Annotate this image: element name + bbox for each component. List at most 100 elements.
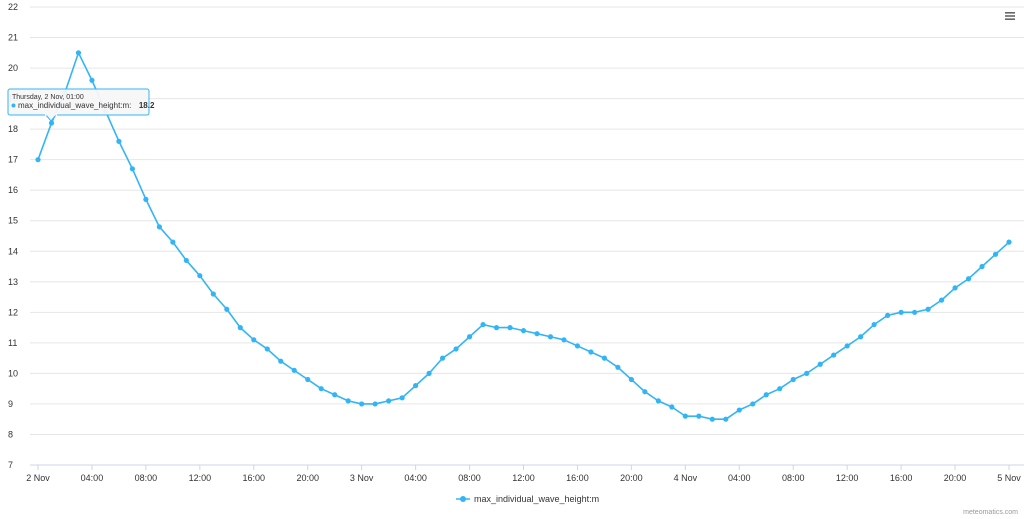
- data-point[interactable]: [386, 398, 392, 404]
- data-point[interactable]: [318, 386, 324, 392]
- y-tick-label: 8: [8, 429, 13, 439]
- data-point[interactable]: [965, 276, 972, 282]
- y-tick-label: 10: [8, 368, 18, 378]
- data-point[interactable]: [642, 389, 648, 395]
- legend-marker-icon: [460, 496, 466, 502]
- y-tick-label: 9: [8, 399, 13, 409]
- data-point[interactable]: [682, 413, 688, 419]
- data-point[interactable]: [992, 251, 999, 257]
- data-point[interactable]: [399, 395, 405, 401]
- x-tick-label: 04:00: [81, 473, 104, 483]
- tooltip: Thursday, 2 Nov, 01:00 max_individual_wa…: [7, 88, 155, 122]
- data-point[interactable]: [574, 343, 581, 349]
- data-point[interactable]: [723, 416, 729, 422]
- x-tick-label: 20:00: [296, 473, 319, 483]
- data-point[interactable]: [669, 404, 675, 410]
- x-tick-label: 08:00: [782, 473, 805, 483]
- data-point[interactable]: [129, 166, 136, 172]
- legend[interactable]: max_individual_wave_height:m: [456, 494, 599, 504]
- data-point[interactable]: [372, 401, 378, 407]
- data-point[interactable]: [938, 297, 945, 303]
- data-point[interactable]: [588, 349, 594, 355]
- data-point[interactable]: [439, 355, 446, 361]
- data-point[interactable]: [413, 383, 419, 389]
- data-point[interactable]: [35, 157, 41, 163]
- data-point[interactable]: [844, 343, 850, 349]
- data-point[interactable]: [359, 401, 365, 407]
- x-tick-label: 3 Nov: [350, 473, 374, 483]
- data-point[interactable]: [601, 355, 608, 361]
- data-point[interactable]: [453, 346, 459, 352]
- data-point[interactable]: [116, 138, 122, 144]
- grid-lines: [30, 6, 1024, 435]
- data-point[interactable]: [507, 325, 513, 331]
- data-point[interactable]: [736, 407, 742, 413]
- y-tick-label: 17: [8, 155, 18, 165]
- tooltip-series-label: max_individual_wave_height:m:: [18, 101, 131, 110]
- data-point[interactable]: [763, 392, 769, 398]
- data-point[interactable]: [237, 325, 243, 331]
- data-point[interactable]: [547, 334, 554, 340]
- data-point[interactable]: [520, 328, 527, 334]
- data-point[interactable]: [156, 224, 162, 230]
- series-line[interactable]: [37, 51, 1010, 421]
- y-tick-label: 11: [8, 338, 17, 348]
- data-point[interactable]: [615, 364, 621, 370]
- tooltip-box: [7, 88, 150, 116]
- data-point[interactable]: [224, 306, 230, 312]
- x-tick-label: 16:00: [890, 473, 913, 483]
- data-point[interactable]: [817, 361, 823, 367]
- data-point[interactable]: [911, 309, 918, 315]
- hamburger-menu-icon[interactable]: [1005, 12, 1015, 20]
- data-point[interactable]: [858, 334, 864, 340]
- data-point[interactable]: [210, 291, 216, 297]
- data-point[interactable]: [264, 346, 270, 352]
- data-point[interactable]: [278, 358, 284, 364]
- data-point[interactable]: [804, 370, 810, 376]
- data-point[interactable]: [143, 196, 149, 202]
- data-point[interactable]: [426, 370, 432, 376]
- context-menu-button[interactable]: [1001, 8, 1019, 24]
- data-point[interactable]: [709, 416, 715, 422]
- data-point[interactable]: [655, 398, 661, 404]
- data-point[interactable]: [898, 309, 904, 315]
- data-point[interactable]: [831, 352, 837, 358]
- data-point[interactable]: [466, 334, 473, 340]
- legend-item-label[interactable]: max_individual_wave_height:m: [474, 494, 599, 504]
- x-tick-label: 12:00: [836, 473, 859, 483]
- x-axis: 2 Nov 04:00 08:00 12:00 16:00 20:00 3 Nov 04:00…: [26, 464, 1024, 483]
- x-tick-label: 08:00: [135, 473, 158, 483]
- data-point[interactable]: [197, 273, 203, 279]
- data-point[interactable]: [305, 376, 311, 383]
- x-tick-label: 16:00: [566, 473, 589, 483]
- data-point[interactable]: [925, 306, 931, 312]
- x-tick-label: 04:00: [728, 473, 751, 483]
- data-point[interactable]: [534, 331, 540, 337]
- data-point[interactable]: [1006, 239, 1012, 245]
- data-point[interactable]: [48, 120, 55, 126]
- data-point[interactable]: [952, 285, 958, 291]
- data-point[interactable]: [696, 413, 702, 419]
- data-point[interactable]: [750, 401, 756, 407]
- series-group[interactable]: [35, 50, 1012, 422]
- data-point[interactable]: [561, 337, 567, 343]
- data-point[interactable]: [777, 386, 783, 392]
- data-point[interactable]: [345, 398, 351, 404]
- data-point[interactable]: [291, 367, 297, 373]
- data-point[interactable]: [871, 321, 877, 328]
- data-point[interactable]: [251, 337, 257, 343]
- y-tick-label: 14: [8, 246, 18, 256]
- data-point[interactable]: [170, 239, 176, 245]
- data-point[interactable]: [979, 263, 985, 270]
- credit-link[interactable]: meteomatics.com: [963, 509, 1018, 516]
- data-point[interactable]: [480, 321, 486, 328]
- x-tick-label: 16:00: [243, 473, 266, 483]
- data-point[interactable]: [790, 376, 796, 383]
- data-point[interactable]: [628, 376, 634, 383]
- data-point[interactable]: [75, 50, 82, 56]
- data-point[interactable]: [493, 325, 500, 331]
- data-point[interactable]: [89, 77, 95, 83]
- data-point[interactable]: [332, 392, 338, 398]
- data-point[interactable]: [885, 312, 891, 318]
- data-point[interactable]: [183, 257, 189, 264]
